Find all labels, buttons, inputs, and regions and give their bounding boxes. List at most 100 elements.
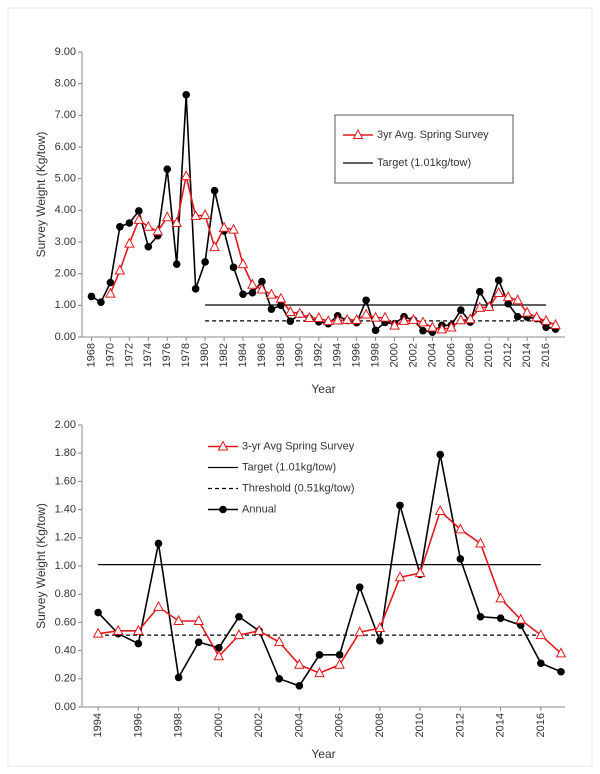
marker xyxy=(253,624,265,635)
marker xyxy=(193,614,205,625)
marker xyxy=(173,614,184,625)
x-tick-label: 2006 xyxy=(334,713,346,737)
marker xyxy=(396,501,404,510)
marker xyxy=(475,287,484,296)
marker xyxy=(275,292,287,303)
marker xyxy=(474,301,486,312)
x-tick-label: 1970 xyxy=(104,343,116,367)
marker xyxy=(303,311,315,322)
marker xyxy=(190,209,201,221)
x-tick-label: 1994 xyxy=(92,713,104,737)
marker xyxy=(542,323,550,331)
y-tick-label: 0.60 xyxy=(55,616,76,628)
marker xyxy=(515,613,527,624)
x-axis-title: Year xyxy=(311,747,335,761)
marker xyxy=(112,624,124,635)
marker xyxy=(213,650,225,661)
marker xyxy=(172,260,181,268)
marker xyxy=(237,258,249,269)
marker xyxy=(235,612,243,621)
marker xyxy=(171,216,183,227)
x-tick-label: 1994 xyxy=(332,343,344,367)
marker xyxy=(455,523,466,534)
marker xyxy=(335,651,344,659)
marker xyxy=(194,638,203,646)
marker xyxy=(267,305,276,313)
marker xyxy=(161,211,173,222)
marker xyxy=(266,288,277,299)
marker xyxy=(355,583,364,591)
marker xyxy=(239,290,247,299)
x-tick-label: 2012 xyxy=(502,343,514,367)
marker xyxy=(228,223,239,234)
x-tick-label: 1980 xyxy=(199,343,211,367)
y-tick-label: 8.00 xyxy=(55,78,76,90)
marker xyxy=(475,537,486,548)
x-tick-label: 2006 xyxy=(445,343,457,367)
marker xyxy=(360,308,372,319)
x-tick-label: 2008 xyxy=(464,343,476,367)
marker xyxy=(294,658,305,669)
marker xyxy=(379,311,391,322)
marker xyxy=(233,629,245,640)
marker xyxy=(106,278,115,287)
marker xyxy=(341,313,353,324)
marker xyxy=(521,306,533,317)
x-tick-label: 2000 xyxy=(388,343,400,367)
legend-box xyxy=(334,114,514,184)
y-tick-label: 9.00 xyxy=(55,46,76,58)
marker xyxy=(258,277,266,286)
x-tick-label: 2012 xyxy=(454,713,466,737)
marker xyxy=(313,311,325,322)
marker xyxy=(540,314,552,325)
marker xyxy=(394,571,406,582)
y-tick-label: 0.80 xyxy=(55,588,76,600)
y-tick-label: 1.40 xyxy=(55,504,76,516)
x-tick-label: 2002 xyxy=(253,713,265,737)
y-tick-label: 7.00 xyxy=(55,109,76,121)
x-tick-label: 1990 xyxy=(294,343,306,367)
marker xyxy=(133,213,145,224)
marker xyxy=(248,288,257,297)
marker xyxy=(456,555,465,563)
marker xyxy=(362,296,370,305)
y-tick-label: 0.00 xyxy=(55,701,76,713)
marker xyxy=(389,319,400,330)
marker xyxy=(191,285,200,293)
marker xyxy=(114,264,126,275)
marker xyxy=(322,315,334,326)
marker xyxy=(87,292,96,301)
x-tick-label: 1984 xyxy=(237,343,249,367)
marker xyxy=(314,667,325,678)
marker xyxy=(417,316,429,327)
marker xyxy=(97,298,105,306)
marker xyxy=(419,326,427,335)
marker xyxy=(286,317,295,325)
marker xyxy=(371,326,380,335)
legend-marker xyxy=(217,440,229,451)
marker xyxy=(295,682,304,690)
y-tick-label: 0.00 xyxy=(55,331,76,343)
y-tick-label: 0.20 xyxy=(55,673,76,685)
marker xyxy=(557,667,565,676)
marker xyxy=(125,219,134,227)
marker xyxy=(502,291,514,302)
x-tick-label: 2002 xyxy=(407,343,419,367)
marker xyxy=(332,314,344,325)
y-tick-label: 0.40 xyxy=(55,645,76,657)
marker xyxy=(434,504,446,516)
marker xyxy=(277,301,285,310)
x-tick-label: 2016 xyxy=(540,343,552,367)
marker xyxy=(275,675,284,683)
marker xyxy=(154,539,163,548)
marker xyxy=(285,305,296,316)
marker xyxy=(476,612,485,621)
marker xyxy=(531,311,542,322)
marker xyxy=(513,312,522,321)
marker xyxy=(94,608,102,617)
marker xyxy=(550,318,561,329)
marker xyxy=(334,658,345,669)
x-tick-label: 2004 xyxy=(293,713,305,737)
marker xyxy=(315,651,324,659)
x-tick-label: 1992 xyxy=(313,343,325,367)
